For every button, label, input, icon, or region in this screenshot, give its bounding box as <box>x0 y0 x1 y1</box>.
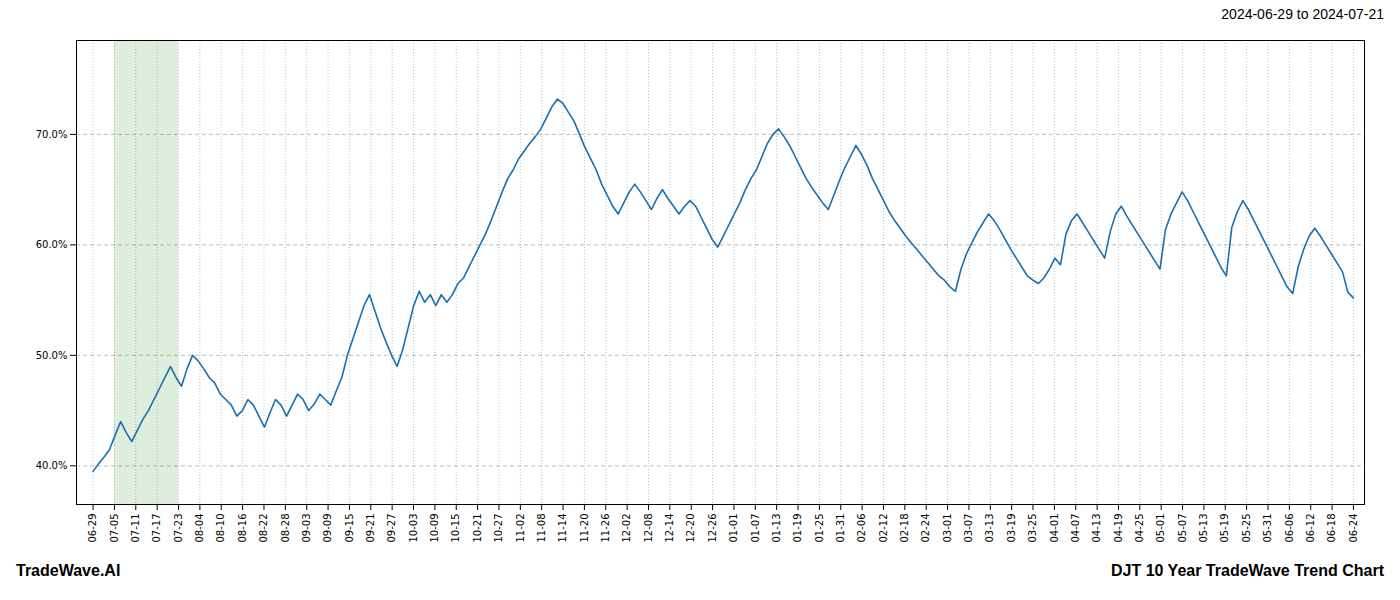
svg-text:40.0%: 40.0% <box>36 460 68 471</box>
svg-text:07-17: 07-17 <box>151 514 162 543</box>
html-text:2024-06-29 to 2024-07-21: 2024-06-29 to 2024-07-21 <box>1221 6 1384 22</box>
svg-text:03-13: 03-13 <box>984 514 995 543</box>
svg-text:07-11: 07-11 <box>130 514 141 543</box>
svg-text:06-29: 06-29 <box>87 514 98 543</box>
svg-text:06-18: 06-18 <box>1326 514 1337 543</box>
svg-text:01-07: 01-07 <box>750 514 761 543</box>
svg-text:50.0%: 50.0% <box>36 350 68 361</box>
svg-text:03-19: 03-19 <box>1006 514 1017 543</box>
svg-text:09-15: 09-15 <box>344 514 355 543</box>
svg-text:04-01: 04-01 <box>1049 514 1060 543</box>
svg-text:70.0%: 70.0% <box>36 129 68 140</box>
svg-text:03-01: 03-01 <box>942 514 953 543</box>
svg-text:11-20: 11-20 <box>579 514 590 543</box>
svg-text:01-19: 01-19 <box>792 514 803 543</box>
svg-text:02-24: 02-24 <box>920 514 931 543</box>
svg-text:10-21: 10-21 <box>472 514 483 543</box>
svg-text:09-09: 09-09 <box>322 514 333 543</box>
svg-text:08-22: 08-22 <box>258 514 269 543</box>
svg-text:01-25: 01-25 <box>814 514 825 543</box>
svg-text:09-27: 09-27 <box>386 514 397 543</box>
svg-text:08-28: 08-28 <box>280 514 291 543</box>
svg-text:03-07: 03-07 <box>963 514 974 543</box>
svg-text:06-24: 06-24 <box>1348 514 1359 543</box>
svg-text:60.0%: 60.0% <box>36 239 68 250</box>
svg-text:06-12: 06-12 <box>1305 514 1316 543</box>
svg-text:10-15: 10-15 <box>450 514 461 543</box>
svg-text:01-31: 01-31 <box>835 514 846 543</box>
svg-text:08-16: 08-16 <box>237 514 248 543</box>
svg-text:12-14: 12-14 <box>664 514 675 543</box>
svg-text:05-19: 05-19 <box>1219 514 1230 543</box>
html-text:TradeWave.AI: TradeWave.AI <box>16 562 121 579</box>
svg-text:04-13: 04-13 <box>1091 514 1102 543</box>
svg-text:12-02: 12-02 <box>621 514 632 543</box>
svg-text:12-20: 12-20 <box>685 514 696 543</box>
svg-text:05-13: 05-13 <box>1198 514 1209 543</box>
svg-text:11-02: 11-02 <box>515 514 526 543</box>
svg-text:09-21: 09-21 <box>365 514 376 543</box>
svg-text:10-03: 10-03 <box>408 514 419 543</box>
svg-text:05-01: 05-01 <box>1155 514 1166 543</box>
svg-text:12-26: 12-26 <box>707 514 718 543</box>
svg-text:04-25: 04-25 <box>1134 514 1145 543</box>
svg-text:01-01: 01-01 <box>728 514 739 543</box>
svg-text:07-23: 07-23 <box>173 514 184 543</box>
svg-text:10-27: 10-27 <box>493 514 504 543</box>
svg-text:08-04: 08-04 <box>194 514 205 543</box>
svg-text:02-12: 02-12 <box>878 514 889 543</box>
svg-text:12-08: 12-08 <box>643 514 654 543</box>
svg-text:01-13: 01-13 <box>771 514 782 543</box>
svg-text:11-14: 11-14 <box>557 514 568 543</box>
svg-text:07-05: 07-05 <box>109 514 120 543</box>
svg-text:09-03: 09-03 <box>301 514 312 543</box>
svg-text:05-07: 05-07 <box>1177 514 1188 543</box>
html-text:DJT 10 Year TradeWave Trend Ch: DJT 10 Year TradeWave Trend Chart <box>1111 562 1384 579</box>
svg-text:05-25: 05-25 <box>1241 514 1252 543</box>
svg-text:02-06: 02-06 <box>856 514 867 543</box>
svg-text:04-07: 04-07 <box>1070 514 1081 543</box>
svg-text:04-19: 04-19 <box>1113 514 1124 543</box>
svg-text:05-31: 05-31 <box>1262 514 1273 543</box>
svg-text:11-08: 11-08 <box>536 514 547 543</box>
svg-text:10-09: 10-09 <box>429 514 440 543</box>
svg-text:11-26: 11-26 <box>600 514 611 543</box>
svg-text:06-06: 06-06 <box>1284 514 1295 543</box>
svg-text:02-18: 02-18 <box>899 514 910 543</box>
svg-text:03-25: 03-25 <box>1027 514 1038 543</box>
svg-text:08-10: 08-10 <box>215 514 226 543</box>
